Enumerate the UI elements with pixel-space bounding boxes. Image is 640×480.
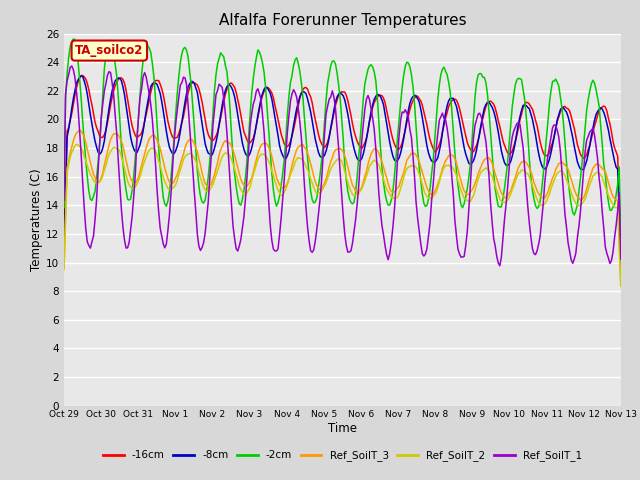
Title: Alfalfa Forerunner Temperatures: Alfalfa Forerunner Temperatures bbox=[219, 13, 466, 28]
Legend: -16cm, -8cm, -2cm, Ref_SoilT_3, Ref_SoilT_2, Ref_SoilT_1: -16cm, -8cm, -2cm, Ref_SoilT_3, Ref_Soil… bbox=[99, 446, 586, 466]
X-axis label: Time: Time bbox=[328, 422, 357, 435]
Text: TA_soilco2: TA_soilco2 bbox=[75, 44, 143, 57]
Y-axis label: Temperatures (C): Temperatures (C) bbox=[30, 168, 43, 271]
